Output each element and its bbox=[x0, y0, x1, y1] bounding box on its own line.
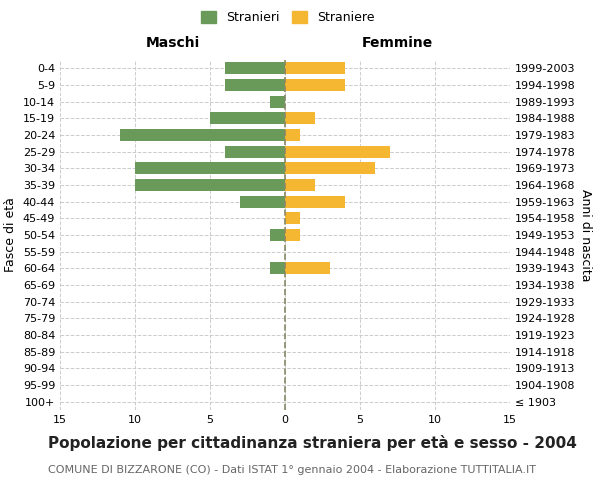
Bar bbox=[285, 129, 300, 141]
Bar bbox=[285, 62, 345, 74]
Text: Maschi: Maschi bbox=[145, 36, 200, 50]
Bar bbox=[285, 146, 390, 158]
Bar bbox=[225, 79, 285, 91]
Bar bbox=[135, 179, 285, 191]
Bar bbox=[270, 262, 285, 274]
Y-axis label: Fasce di età: Fasce di età bbox=[4, 198, 17, 272]
Bar bbox=[225, 146, 285, 158]
Bar bbox=[285, 179, 315, 191]
Text: Popolazione per cittadinanza straniera per età e sesso - 2004: Popolazione per cittadinanza straniera p… bbox=[48, 435, 577, 451]
Y-axis label: Anni di nascita: Anni di nascita bbox=[579, 188, 592, 281]
Bar bbox=[285, 162, 375, 174]
Bar bbox=[285, 112, 315, 124]
Bar bbox=[240, 196, 285, 207]
Bar bbox=[285, 196, 345, 207]
Bar bbox=[285, 212, 300, 224]
Bar bbox=[135, 162, 285, 174]
Bar bbox=[270, 96, 285, 108]
Bar bbox=[120, 129, 285, 141]
Text: Femmine: Femmine bbox=[362, 36, 433, 50]
Legend: Stranieri, Straniere: Stranieri, Straniere bbox=[201, 11, 375, 24]
Bar bbox=[285, 229, 300, 241]
Bar bbox=[285, 262, 330, 274]
Text: COMUNE DI BIZZARONE (CO) - Dati ISTAT 1° gennaio 2004 - Elaborazione TUTTITALIA.: COMUNE DI BIZZARONE (CO) - Dati ISTAT 1°… bbox=[48, 465, 536, 475]
Bar bbox=[285, 79, 345, 91]
Bar bbox=[270, 229, 285, 241]
Bar bbox=[225, 62, 285, 74]
Bar bbox=[210, 112, 285, 124]
